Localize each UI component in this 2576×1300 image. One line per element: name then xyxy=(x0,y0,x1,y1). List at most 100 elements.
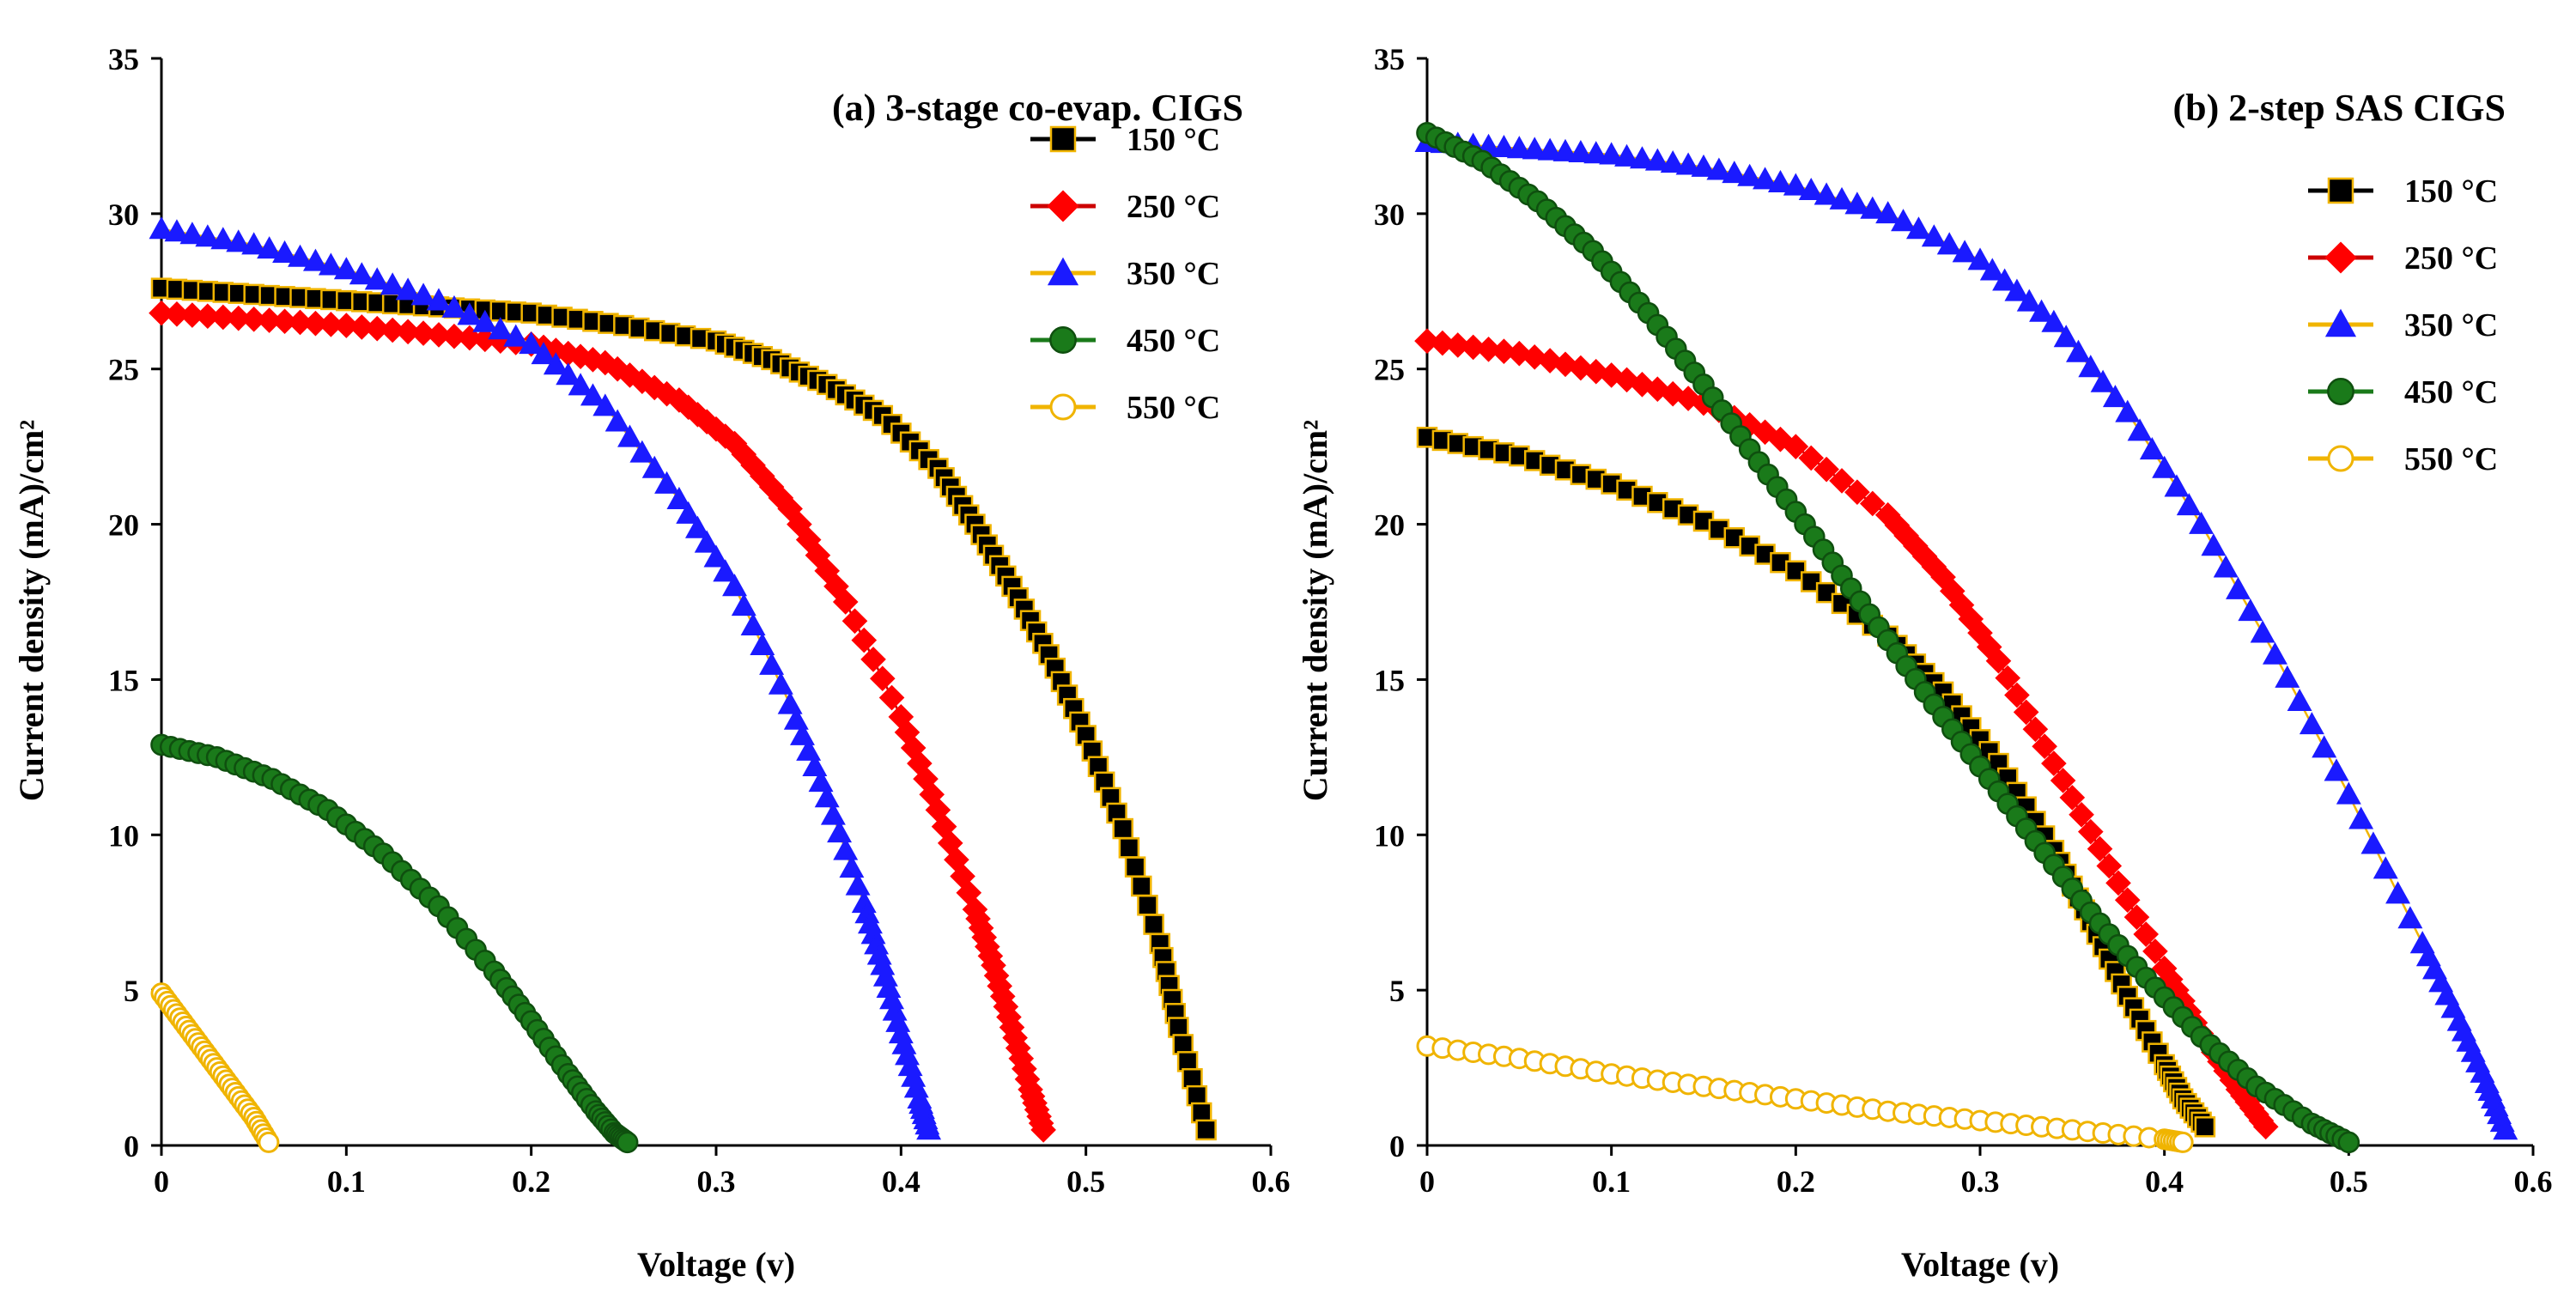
y-axis-title: Current density (mA)/cm² xyxy=(1296,420,1334,802)
data-point xyxy=(713,559,738,582)
data-point xyxy=(1675,152,1701,175)
data-point xyxy=(380,272,405,295)
data-point xyxy=(2102,385,2128,408)
data-point xyxy=(2299,712,2324,735)
legend-entry: 550 °C xyxy=(2308,441,2498,477)
data-point xyxy=(2372,856,2398,879)
data-point xyxy=(2114,887,2141,914)
data-point xyxy=(1143,914,1164,935)
data-point xyxy=(592,393,618,416)
data-point xyxy=(832,589,859,615)
data-point xyxy=(395,277,421,301)
x-axis-title: Voltage (v) xyxy=(1901,1245,2059,1284)
data-point xyxy=(851,627,878,653)
data-point xyxy=(1952,240,1978,263)
legend-marker xyxy=(1047,190,1079,222)
legend-label: 550 °C xyxy=(1127,390,1220,426)
data-point xyxy=(580,383,605,406)
data-point xyxy=(258,1131,280,1153)
data-point xyxy=(878,684,905,711)
data-point xyxy=(2090,369,2116,392)
data-point xyxy=(195,224,221,247)
data-point xyxy=(916,1117,942,1140)
y-tick-label: 30 xyxy=(1374,197,1405,232)
y-axis-title: Current density (mA)/cm² xyxy=(12,420,51,802)
data-point xyxy=(2213,555,2239,578)
data-point xyxy=(2123,904,2150,930)
legend-label: 450 °C xyxy=(2404,374,2498,410)
data-point xyxy=(694,530,720,553)
data-point xyxy=(869,665,896,692)
series-350c xyxy=(149,216,942,1140)
x-axis-title: Voltage (v) xyxy=(637,1245,795,1284)
data-point xyxy=(1644,148,1670,171)
legend-marker xyxy=(1047,257,1079,286)
legend-label: 550 °C xyxy=(2404,441,2498,477)
data-point xyxy=(1660,150,1686,173)
data-point xyxy=(1936,232,1962,255)
legend-entry: 450 °C xyxy=(2308,374,2498,410)
data-point xyxy=(740,612,766,636)
data-point xyxy=(827,820,853,843)
data-point xyxy=(1783,173,1808,196)
data-point xyxy=(1131,875,1152,897)
x-tick-label: 0.1 xyxy=(1592,1164,1631,1199)
panel-a: 0 5 10 15 20 25 30 35 0 0.1 0.2 0.3 0.4 0.5 0.6 Voltage… xyxy=(12,42,1291,1284)
data-point xyxy=(1785,560,1807,582)
data-point xyxy=(2493,1117,2518,1140)
data-point xyxy=(1629,146,1655,169)
data-point xyxy=(2029,299,2055,322)
data-point xyxy=(1814,182,1839,205)
data-point xyxy=(333,313,360,338)
data-point xyxy=(2397,906,2423,929)
data-point xyxy=(556,362,581,386)
data-point xyxy=(1995,665,2021,691)
data-point xyxy=(2275,665,2300,688)
data-point xyxy=(410,282,436,306)
data-point xyxy=(2041,309,2067,332)
data-point xyxy=(845,872,871,896)
data-point xyxy=(2066,339,2091,362)
data-point xyxy=(2152,455,2178,478)
data-point xyxy=(1798,177,1824,201)
data-point xyxy=(2252,1114,2279,1140)
data-point xyxy=(2201,533,2227,556)
x-tick-label: 0 xyxy=(1419,1164,1435,1199)
data-point xyxy=(2312,735,2337,758)
legend-marker xyxy=(2324,308,2357,337)
data-point xyxy=(1722,161,1747,184)
data-point xyxy=(684,515,710,538)
data-point xyxy=(2385,881,2411,904)
data-point xyxy=(1444,332,1471,358)
data-point xyxy=(1859,490,1886,517)
panel-title: (b) 2-step SAS CIGS xyxy=(2172,87,2506,129)
x-tick-label: 0.3 xyxy=(1961,1164,2000,1199)
data-point xyxy=(288,244,313,267)
y-tick-label: 20 xyxy=(108,508,139,543)
data-point xyxy=(833,837,859,860)
data-point xyxy=(2053,325,2079,348)
panel-b: 0 5 10 15 20 25 30 35 0 0.1 0.2 0.3 0.4 0.5 0.6 Voltage… xyxy=(1296,42,2553,1284)
data-point xyxy=(1460,334,1486,361)
data-point xyxy=(1798,445,1825,471)
x-tick-label: 0.2 xyxy=(512,1164,550,1199)
legend-label: 450 °C xyxy=(1127,323,1220,359)
data-point xyxy=(1985,647,2012,674)
data-point xyxy=(318,252,343,276)
data-point xyxy=(777,691,803,714)
y-tick-label: 25 xyxy=(1374,353,1405,387)
data-point xyxy=(210,227,236,250)
data-point xyxy=(860,647,886,672)
data-point xyxy=(1767,169,1793,192)
data-point xyxy=(272,240,298,263)
legend-entry: 250 °C xyxy=(1030,189,1220,225)
data-point xyxy=(1430,330,1455,356)
data-point xyxy=(1737,163,1763,186)
data-point xyxy=(1614,143,1640,167)
data-point xyxy=(380,317,405,343)
data-point xyxy=(1491,134,1516,158)
series-line xyxy=(161,228,930,1131)
data-point xyxy=(2078,355,2104,378)
y-tick-label: 0 xyxy=(1389,1129,1405,1163)
legend-label: 250 °C xyxy=(2404,240,2498,276)
